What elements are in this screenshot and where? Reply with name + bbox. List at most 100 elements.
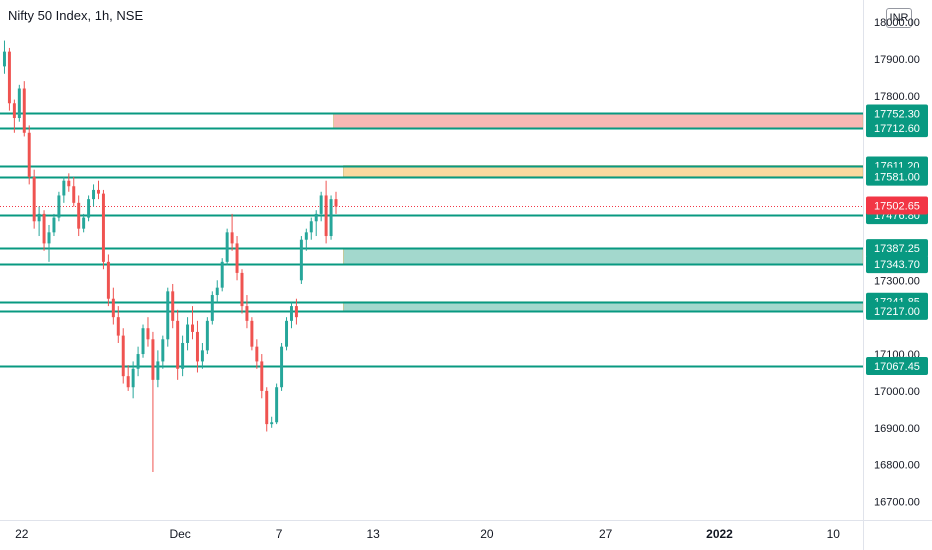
candle-body-59 — [294, 306, 298, 318]
candle-body-21 — [106, 261, 110, 299]
candle-body-34 — [171, 291, 175, 321]
candle-body-45 — [225, 232, 229, 262]
candle-body-63 — [314, 213, 318, 222]
currency-button[interactable]: INR — [886, 8, 912, 28]
y-tick-label-1: 17900.00 — [874, 54, 920, 66]
candle-body-39 — [195, 331, 199, 362]
candle-body-26 — [131, 368, 135, 388]
candle-body-5 — [27, 132, 31, 178]
candle-body-42 — [210, 295, 214, 321]
level-label-0-bg — [866, 104, 928, 123]
y-tick-label-2: 17800.00 — [874, 91, 920, 103]
levels-layer — [0, 112, 863, 368]
level-label-6-bg — [866, 255, 928, 274]
y-tick-label-8: 16800.00 — [874, 460, 920, 472]
x-tick-label-1: Dec — [169, 527, 190, 541]
candle-body-62 — [309, 221, 313, 233]
candle-body-16 — [82, 217, 86, 229]
y-tick-label-0: 18000.00 — [874, 17, 920, 29]
y-tick-label-6: 17000.00 — [874, 386, 920, 398]
candle-body-55 — [275, 387, 279, 423]
candle-body-23 — [116, 317, 120, 336]
candle-body-22 — [111, 298, 115, 318]
candle-body-6 — [32, 177, 36, 222]
candle-body-44 — [220, 261, 224, 288]
last-price-label-text: 17502.65 — [874, 201, 920, 213]
candle-body-58 — [289, 306, 293, 321]
candle-body-41 — [205, 320, 209, 351]
candle-body-53 — [265, 390, 269, 425]
candle-body-56 — [280, 346, 284, 388]
x-tick-label-2: 7 — [276, 527, 283, 541]
level-label-1-bg — [866, 119, 928, 138]
candle-body-7 — [37, 213, 41, 222]
x-tick-label-3: 13 — [366, 527, 380, 541]
zone-0 — [333, 113, 864, 129]
candle-body-29 — [146, 328, 150, 340]
candle-body-40 — [200, 350, 204, 362]
candle-body-19 — [97, 189, 100, 194]
level-label-3-text: 17581.00 — [874, 172, 920, 184]
level-labels: 17752.3017712.6017611.2017581.0017476.80… — [866, 104, 928, 376]
candle-body-28 — [141, 328, 145, 355]
candle-body-46 — [230, 232, 234, 244]
candle-body-33 — [166, 291, 170, 340]
x-tick-label-7: 10 — [827, 527, 841, 541]
level-label-8-text: 17217.00 — [874, 306, 920, 318]
candle-body-43 — [215, 287, 219, 296]
y-tick-label-4: 17300.00 — [874, 275, 920, 287]
candle-body-61 — [304, 232, 308, 240]
candle-body-51 — [255, 346, 259, 362]
time-axis[interactable]: 22 Dec 7 13 20 27 2022 10 — [15, 527, 840, 541]
candle-body-2 — [12, 103, 16, 119]
candle-body-10 — [52, 217, 56, 233]
candle-body-24 — [121, 335, 125, 377]
candles-layer — [2, 40, 338, 473]
level-label-6-text: 17343.70 — [874, 259, 920, 271]
x-tick-label-5: 27 — [599, 527, 613, 541]
candle-body-15 — [77, 202, 81, 229]
candle-body-48 — [240, 272, 244, 307]
candle-body-57 — [285, 320, 289, 347]
candle-body-30 — [151, 339, 155, 380]
candle-body-38 — [191, 324, 194, 332]
candle-body-35 — [176, 320, 180, 369]
candle-body-31 — [156, 361, 160, 380]
x-tick-label-6: 2022 — [706, 527, 733, 541]
candle-body-52 — [260, 361, 264, 391]
candle-body-12 — [62, 180, 66, 196]
y-tick-label-7: 16900.00 — [874, 423, 920, 435]
candle-body-14 — [72, 186, 76, 203]
candle-body-64 — [319, 195, 323, 214]
candle-body-47 — [235, 243, 239, 273]
x-tick-label-4: 20 — [480, 527, 494, 541]
candle-body-20 — [101, 193, 105, 262]
candle-body-3 — [17, 88, 21, 119]
candle-body-36 — [181, 342, 185, 369]
candle-body-4 — [22, 88, 26, 133]
candle-body-65 — [324, 195, 328, 237]
candle-body-60 — [299, 239, 303, 281]
level-label-1-text: 17712.60 — [874, 123, 920, 135]
zones-layer — [333, 113, 864, 312]
candle-body-8 — [42, 213, 46, 244]
candle-body-37 — [186, 324, 190, 343]
level-label-5-bg — [866, 239, 928, 258]
candle-body-27 — [136, 354, 140, 369]
chart-title: Nifty 50 Index, 1h, NSE — [8, 8, 144, 23]
candle-body-25 — [126, 376, 130, 388]
zone-2 — [343, 247, 864, 265]
candle-body-49 — [245, 306, 249, 321]
candle-body-32 — [161, 339, 165, 362]
candle-body-0 — [2, 51, 6, 67]
candle-body-54 — [270, 422, 274, 425]
level-label-8-bg — [866, 301, 928, 320]
level-label-9-text: 17067.45 — [874, 361, 920, 373]
candle-body-17 — [87, 199, 91, 218]
candle-body-18 — [92, 189, 96, 200]
level-label-9-bg — [866, 357, 928, 376]
level-label-5-text: 17387.25 — [874, 243, 920, 255]
level-label-3-bg — [866, 167, 928, 186]
last-price-label-bg — [866, 196, 928, 215]
